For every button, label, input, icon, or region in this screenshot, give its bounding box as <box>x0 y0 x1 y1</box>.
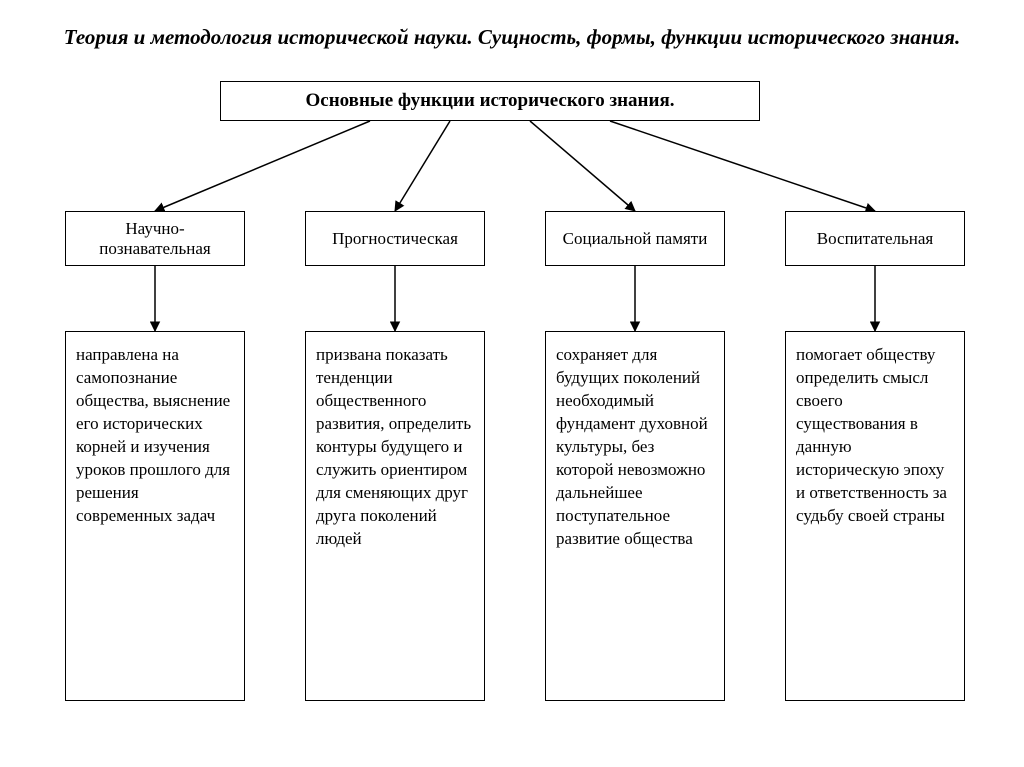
page-title: Теория и методология исторической науки.… <box>0 0 1024 51</box>
category-box-4: Воспитательная <box>785 211 965 266</box>
root-box: Основные функции исторического знания. <box>220 81 760 121</box>
description-box-4: помогает обществу определить смысл своег… <box>785 331 965 701</box>
description-box-1: направлена на самопознание общества, выя… <box>65 331 245 701</box>
description-box-2: призвана показать тенденции общественног… <box>305 331 485 701</box>
description-box-3: сохраняет для будущих поколений необходи… <box>545 331 725 701</box>
category-box-2: Прогностическая <box>305 211 485 266</box>
category-box-3: Социальной памяти <box>545 211 725 266</box>
category-box-1: Научно-познавательная <box>65 211 245 266</box>
diagram-canvas: Основные функции исторического знания. Н… <box>0 71 1024 731</box>
